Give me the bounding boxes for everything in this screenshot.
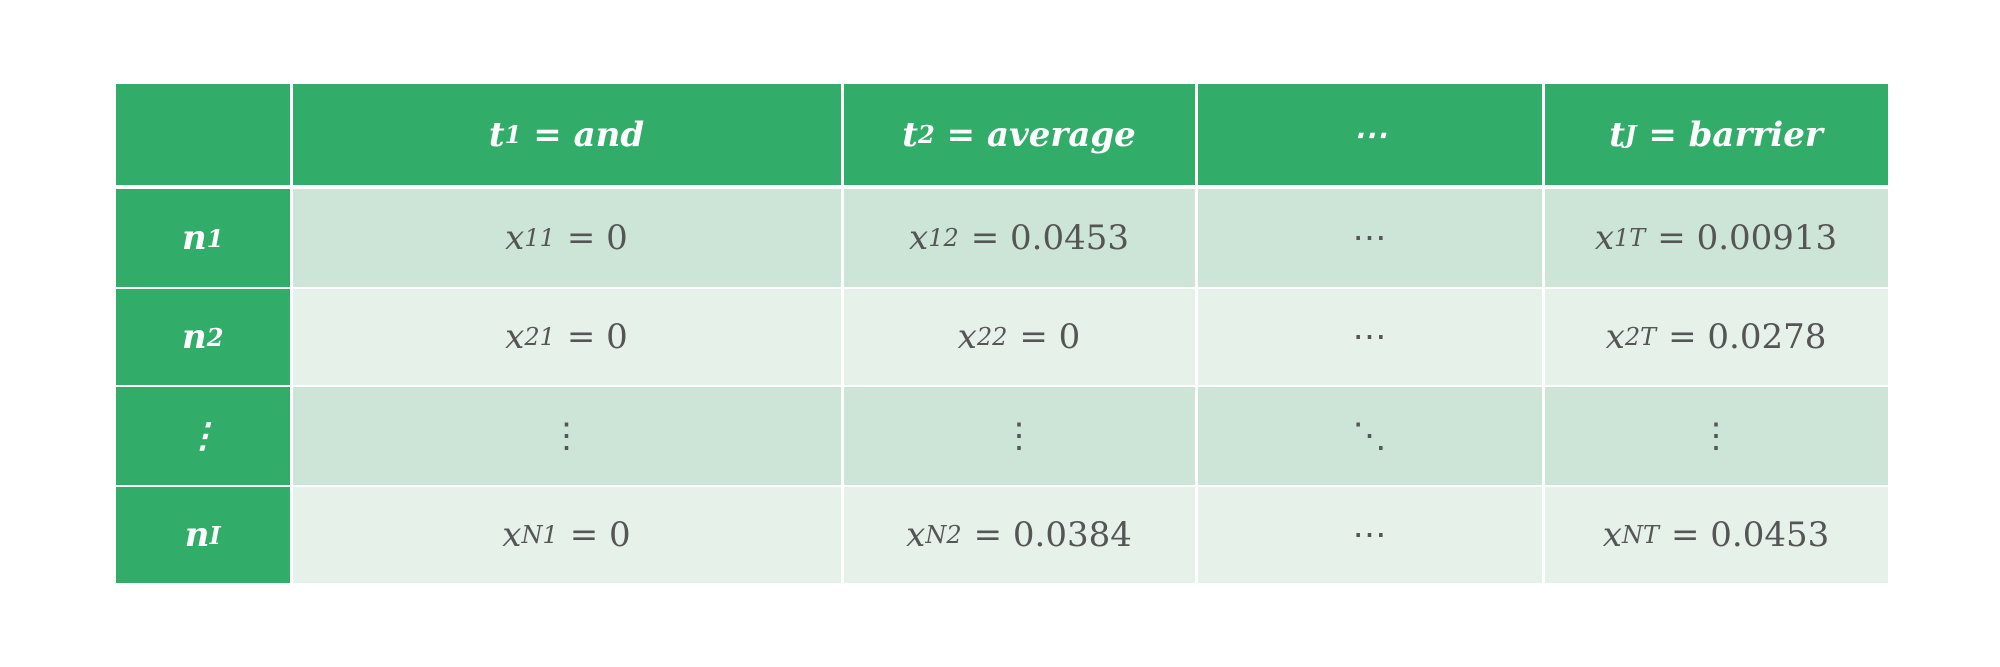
math-subscript: NT xyxy=(1621,521,1659,549)
math-var: n xyxy=(182,218,207,258)
table-cell: ⋮ xyxy=(116,387,290,485)
table-cell: x N2 = 0.0384 xyxy=(843,487,1195,583)
table-cell xyxy=(116,84,290,185)
table-cell: x 12 = 0.0453 xyxy=(843,189,1195,287)
cell-text: ⋯ xyxy=(1352,515,1387,555)
math-rhs: = 0.0384 xyxy=(973,515,1132,555)
math-rhs: = 0 xyxy=(566,218,628,258)
math-subscript: 1 xyxy=(504,120,522,149)
math-rhs: = average xyxy=(946,114,1136,155)
math-var: t xyxy=(1609,114,1625,155)
math-rhs: = barrier xyxy=(1648,114,1823,155)
cell-text: ⋱ xyxy=(1352,416,1387,456)
math-subscript: 1T xyxy=(1614,224,1646,252)
math-var: x xyxy=(909,218,929,258)
cell-text: ⋮ xyxy=(185,416,220,456)
math-rhs: = 0.0278 xyxy=(1668,317,1827,357)
table-cell: ⋮ xyxy=(292,387,841,485)
table-cell: t 2 = average xyxy=(843,84,1195,185)
table-cell: t 1 = and xyxy=(292,84,841,185)
math-var: t xyxy=(488,114,505,155)
math-var: t xyxy=(902,114,918,155)
math-var: n xyxy=(184,515,210,555)
cell-text: ⋯ xyxy=(1352,114,1387,155)
math-rhs: = 0.00913 xyxy=(1657,218,1838,258)
table-cell: ⋯ xyxy=(1197,487,1542,583)
table-cell: x 21 = 0 xyxy=(292,289,841,385)
table-cell: ⋮ xyxy=(843,387,1195,485)
math-rhs: = 0.0453 xyxy=(1670,515,1830,555)
math-var: x xyxy=(505,317,525,357)
table-cell: ⋯ xyxy=(1197,289,1542,385)
table-cell: ⋯ xyxy=(1197,189,1542,287)
math-rhs: = 0 xyxy=(566,317,628,357)
math-subscript: 12 xyxy=(928,224,959,252)
math-rhs: = and xyxy=(533,114,645,155)
table-cell: ⋯ xyxy=(1197,84,1542,185)
math-var: x xyxy=(957,317,977,357)
math-var: x xyxy=(906,515,926,555)
table-cell: x 22 = 0 xyxy=(843,289,1195,385)
table-cell: t J = barrier xyxy=(1544,84,1888,185)
math-subscript: 1 xyxy=(206,223,224,253)
math-var: x xyxy=(502,515,522,555)
table-cell: x 1T = 0.00913 xyxy=(1544,189,1888,287)
cell-text: ⋮ xyxy=(1699,416,1733,456)
math-subscript: 22 xyxy=(976,323,1008,351)
table-cell: x N1 = 0 xyxy=(292,487,841,583)
math-subscript: I xyxy=(209,520,221,550)
table-cell: ⋱ xyxy=(1197,387,1542,485)
math-subscript: N2 xyxy=(925,521,962,549)
math-rhs: = 0 xyxy=(569,515,631,555)
math-var: x xyxy=(1605,317,1625,357)
table-cell: x 11 = 0 xyxy=(292,189,841,287)
math-subscript: 21 xyxy=(524,323,555,351)
table-cell: ⋮ xyxy=(1544,387,1888,485)
math-subscript: 2T xyxy=(1624,323,1657,351)
math-var: x xyxy=(505,218,525,258)
math-var: x xyxy=(1594,218,1614,258)
math-subscript: 2 xyxy=(917,120,935,149)
math-subscript: 2 xyxy=(206,322,224,352)
table-cell: x NT = 0.0453 xyxy=(1544,487,1888,583)
table-cell: x 2T = 0.0278 xyxy=(1544,289,1888,385)
math-var: x xyxy=(1602,515,1622,555)
cell-text: ⋯ xyxy=(1352,317,1387,357)
cell-text: ⋮ xyxy=(549,416,584,456)
math-subscript: 11 xyxy=(524,224,555,252)
math-rhs: = 0.0453 xyxy=(970,218,1129,258)
math-subscript: N1 xyxy=(521,521,558,549)
math-subscript: J xyxy=(1624,120,1637,149)
cell-text: ⋮ xyxy=(1002,416,1036,456)
cell-text: ⋯ xyxy=(1352,218,1387,258)
math-var: n xyxy=(182,317,207,357)
math-rhs: = 0 xyxy=(1019,317,1081,357)
